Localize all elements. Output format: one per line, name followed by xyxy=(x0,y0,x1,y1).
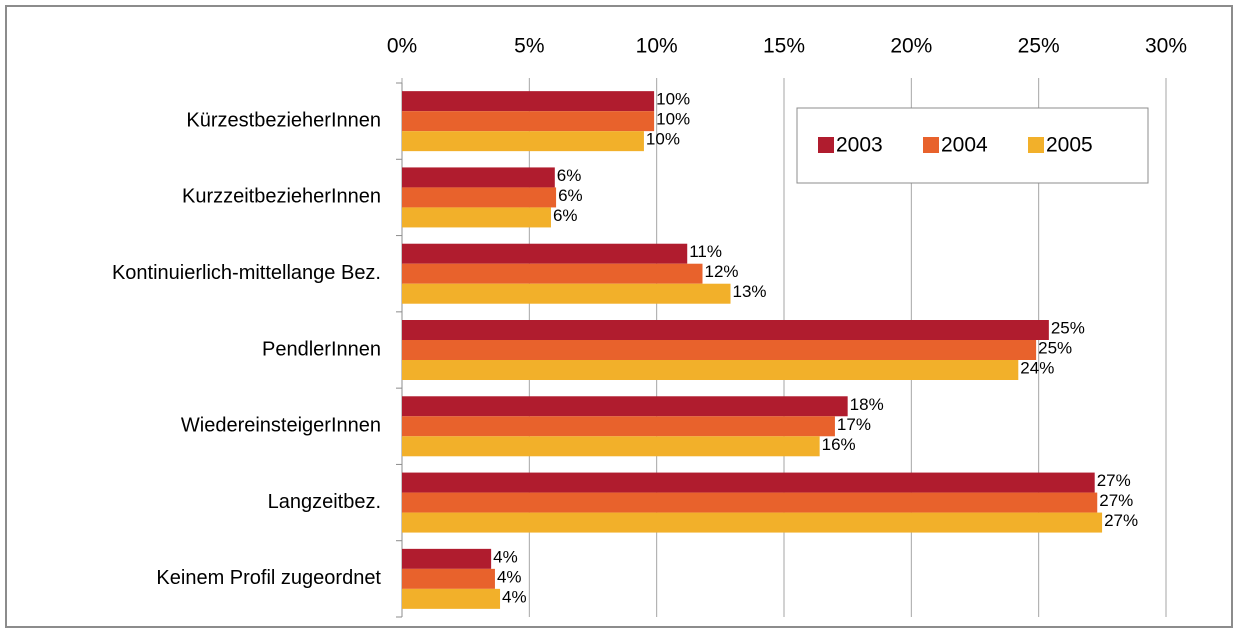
value-label: 6% xyxy=(557,166,582,185)
value-label: 4% xyxy=(497,567,522,586)
value-label: 6% xyxy=(558,186,583,205)
bar xyxy=(402,111,655,132)
bar xyxy=(402,416,835,437)
bar xyxy=(402,472,1095,493)
y-tick-label: WiedereinsteigerInnen xyxy=(181,415,381,437)
bar xyxy=(402,340,1037,360)
value-label: 25% xyxy=(1038,338,1072,357)
y-tick-label: KürzestbezieherInnen xyxy=(186,109,381,131)
bar xyxy=(402,131,644,152)
legend-swatch xyxy=(1028,137,1044,153)
x-tick-label: 15% xyxy=(763,35,805,58)
bar xyxy=(402,320,1049,340)
value-label: 10% xyxy=(656,110,690,129)
x-tick-label: 0% xyxy=(387,35,417,58)
bar xyxy=(402,568,495,589)
bar xyxy=(402,588,501,609)
value-label: 4% xyxy=(502,587,527,606)
value-label: 24% xyxy=(1020,358,1054,377)
value-label: 10% xyxy=(646,130,680,149)
x-tick-label: 25% xyxy=(1018,35,1060,58)
value-label: 6% xyxy=(553,206,578,225)
legend-box xyxy=(796,107,1149,184)
bar xyxy=(402,187,557,208)
value-label: 27% xyxy=(1097,471,1131,490)
x-tick-label: 5% xyxy=(514,35,544,58)
x-tick-label: 30% xyxy=(1145,35,1187,58)
value-label: 10% xyxy=(656,90,690,109)
bar xyxy=(402,243,688,264)
x-tick-label: 20% xyxy=(890,35,932,58)
bar xyxy=(402,167,555,188)
value-label: 17% xyxy=(837,415,871,434)
bar xyxy=(402,548,492,569)
legend-label: 2003 xyxy=(836,134,883,157)
y-tick-label: Kontinuierlich-mittellange Bez. xyxy=(112,262,381,284)
bar xyxy=(402,283,731,304)
bar xyxy=(402,360,1019,380)
value-label: 25% xyxy=(1051,318,1085,337)
value-label: 13% xyxy=(733,282,767,301)
value-label: 12% xyxy=(705,262,739,281)
value-label: 16% xyxy=(822,435,856,454)
x-tick-label: 10% xyxy=(636,35,678,58)
legend-swatch xyxy=(818,137,834,153)
bar xyxy=(402,512,1103,533)
bar xyxy=(402,492,1098,513)
value-label: 27% xyxy=(1099,491,1133,510)
bar xyxy=(402,91,655,112)
bar xyxy=(402,436,820,457)
legend-label: 2004 xyxy=(941,134,988,157)
y-tick-label: PendlerInnen xyxy=(262,338,381,360)
legend-label: 2005 xyxy=(1046,134,1093,157)
y-tick-label: KurzzeitbezieherInnen xyxy=(182,186,381,208)
value-label: 11% xyxy=(689,242,722,261)
bar xyxy=(402,207,551,228)
value-label: 18% xyxy=(850,395,884,414)
value-label: 4% xyxy=(493,547,518,566)
bar xyxy=(402,396,848,417)
legend-swatch xyxy=(923,137,939,153)
y-tick-label: Keinem Profil zugeordnet xyxy=(156,567,381,589)
value-label: 27% xyxy=(1104,511,1138,530)
y-tick-label: Langzeitbez. xyxy=(268,491,381,513)
bar xyxy=(402,263,703,284)
